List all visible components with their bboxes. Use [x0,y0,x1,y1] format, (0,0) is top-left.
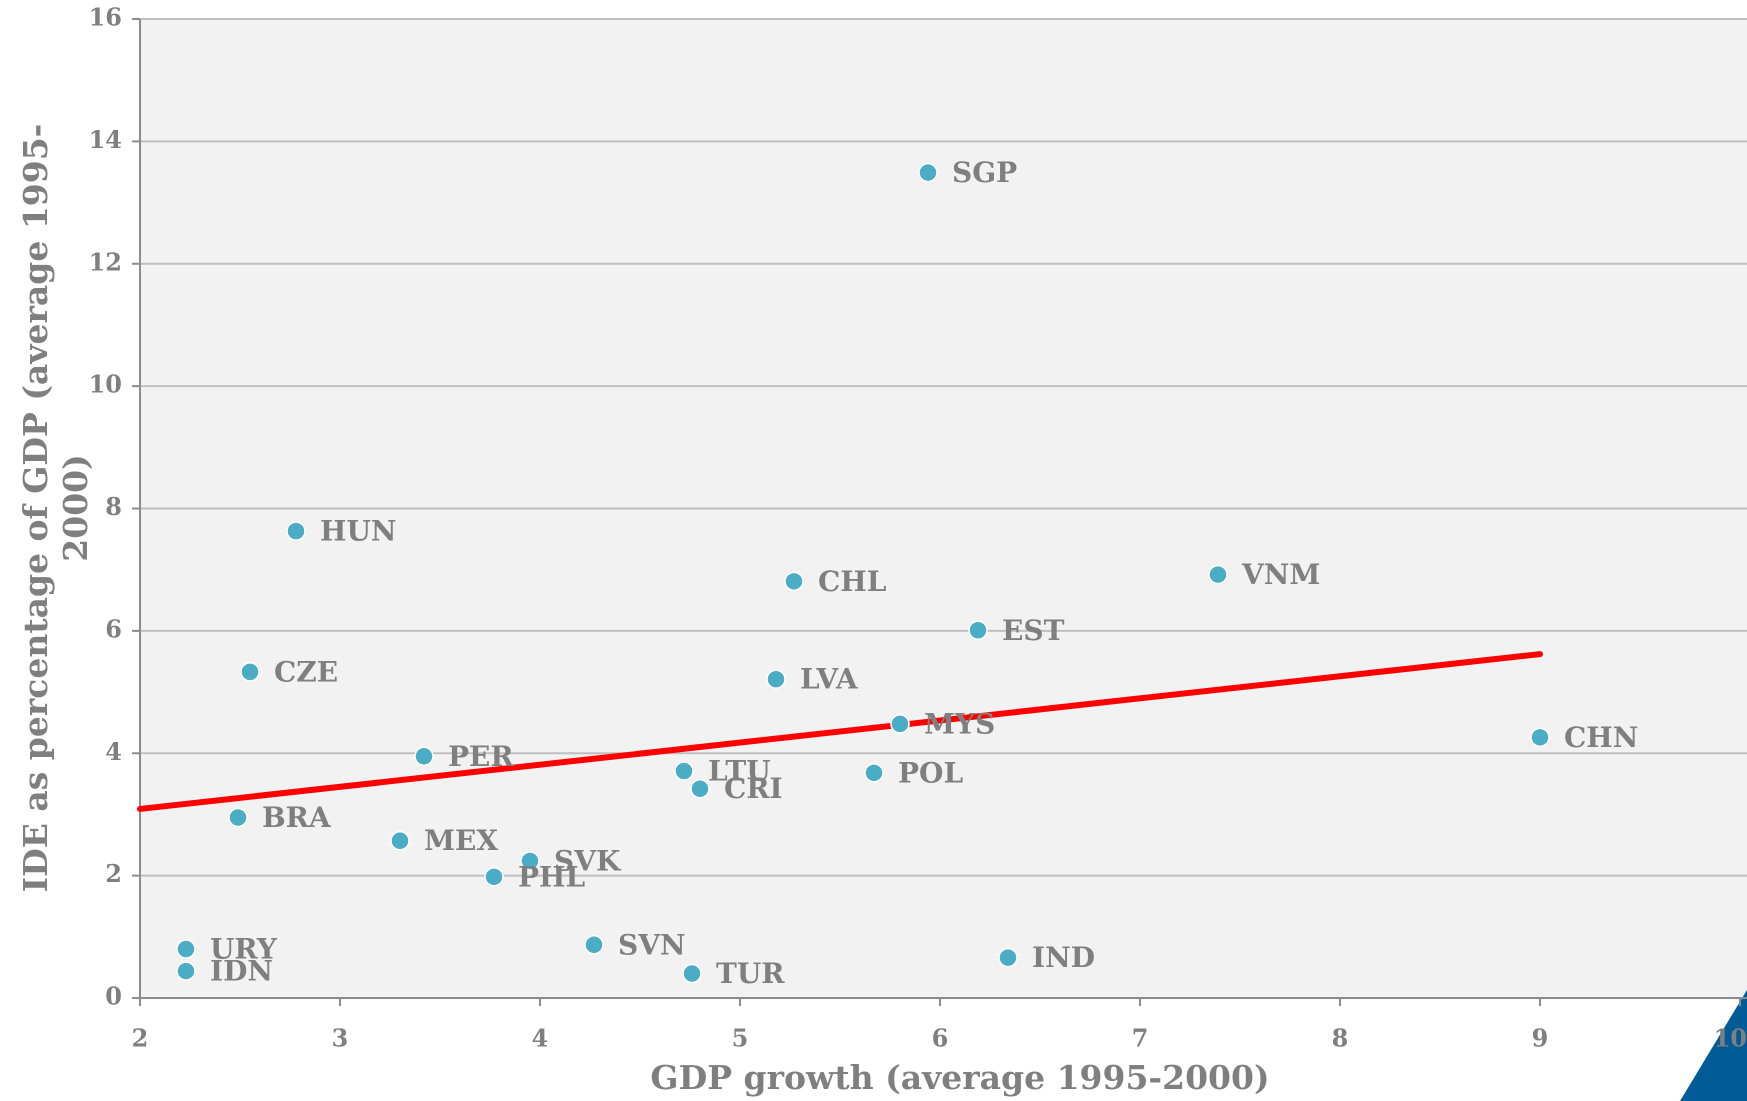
point-label: CHL [818,565,887,598]
point [766,669,786,689]
y-tick-label: 0 [105,982,122,1011]
point-label: BRA [262,801,332,834]
point-label: CZE [274,655,338,688]
x-tick-label: 10 [1714,1024,1747,1053]
point [998,947,1018,968]
point-label: CRI [724,772,783,805]
y-tick-label: 14 [89,125,122,154]
point [1208,564,1228,585]
y-tick-label: 12 [89,247,122,276]
x-tick-label: 2 [132,1024,149,1053]
trend-line [137,651,1543,812]
point [176,939,196,959]
point [674,761,694,781]
x-tick-label: 3 [332,1024,349,1053]
point-label: HUN [320,515,396,548]
point [1530,727,1550,748]
point-label: VNM [1241,558,1320,591]
point-label: SVN [618,928,686,961]
point [520,851,540,871]
point-label: SVK [554,844,622,877]
point-label: PER [448,740,514,773]
point-label: MYS [924,707,995,740]
point [286,521,306,541]
corner-decoration [1680,990,1747,1101]
y-tick-label: 8 [105,492,122,521]
point [390,830,410,851]
x-tick-label: 8 [1332,1024,1349,1053]
point-label: CHN [1564,721,1638,754]
point [240,662,260,682]
point [584,935,604,955]
point-label: URY [210,933,278,966]
y-axis-title: IDE as percentage of GDP (average 1995- [16,124,55,893]
x-tick-label: 6 [932,1024,949,1053]
point [682,963,702,984]
point [484,867,504,887]
y-tick-label: 4 [105,737,122,766]
point-label: LTU [708,754,771,787]
point-label: PHL [518,860,586,893]
point-label: IDN [210,955,273,988]
point-label: IND [1032,941,1095,974]
point-label: SGP [952,156,1017,189]
y-axis-title: 2000) [56,454,95,561]
x-tick-label: 4 [532,1024,549,1053]
point [864,763,884,783]
x-tick-label: 5 [732,1024,749,1053]
y-tick-label: 6 [105,614,122,643]
y-tick-label: 2 [105,859,122,888]
point-label: POL [898,756,963,789]
point [918,162,938,183]
y-tick-label: 16 [89,3,122,32]
x-tick-label: 7 [1132,1024,1149,1053]
point-label: EST [1002,614,1065,647]
x-tick-label: 9 [1532,1024,1549,1053]
point [784,571,804,592]
point-label: MEX [424,824,498,857]
point [968,620,988,641]
y-tick-label: 10 [89,370,122,399]
point [414,746,434,767]
point [228,807,248,828]
x-axis-title: GDP growth (average 1995-2000) [650,1058,1269,1097]
point [690,778,710,799]
point [176,961,196,981]
point-label: LVA [800,663,859,696]
point-label: TUR [716,957,785,990]
point [890,714,910,734]
